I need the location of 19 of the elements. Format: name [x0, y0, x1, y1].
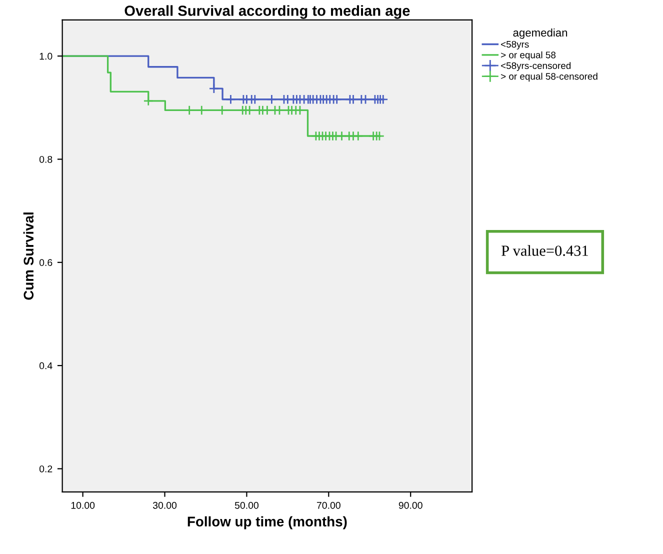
y-tick-label: 0.8: [39, 156, 52, 163]
legend-label: > or equal 58-censored: [501, 72, 598, 82]
legend-label: <58yrs: [501, 40, 529, 50]
legend-label: > or equal 58: [501, 51, 556, 60]
x-tick-label: 50.00: [234, 502, 258, 509]
chart-title: Overall Survival according to median age: [124, 5, 410, 19]
x-axis-title: Follow up time (months): [188, 516, 347, 530]
legend-label: <58yrs-censored: [501, 62, 571, 71]
x-tick-label: 90.00: [398, 502, 422, 509]
y-tick-label: 0.6: [39, 259, 52, 266]
y-tick-label: 0.4: [39, 362, 52, 370]
y-axis-title: Cum Survival: [23, 212, 34, 300]
x-tick-label: 70.00: [316, 502, 340, 509]
text: P value=0.431: [502, 245, 588, 256]
x-tick-label: 30.00: [152, 502, 177, 509]
y-tick-label: 1.0: [40, 52, 52, 60]
x-tick-label: 10.00: [71, 502, 95, 509]
y-tick-label: 0.2: [39, 465, 52, 472]
legend-title: agemedian: [513, 28, 568, 39]
